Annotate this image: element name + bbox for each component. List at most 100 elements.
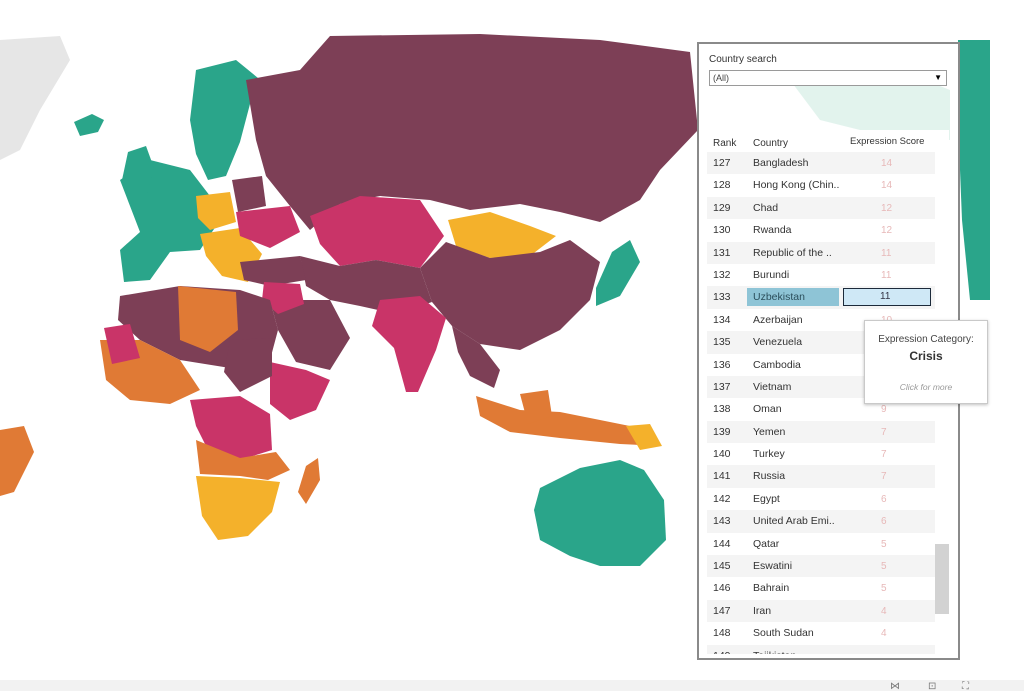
- row-score[interactable]: 11: [881, 247, 892, 259]
- table-row[interactable]: 129 Chad 12: [707, 196, 935, 220]
- table-row[interactable]: 140 Turkey 7: [707, 443, 935, 465]
- header-rank[interactable]: Rank: [713, 138, 737, 149]
- row-country[interactable]: Hong Kong (Chin..: [753, 179, 840, 192]
- table-row[interactable]: 128 Hong Kong (Chin.. 14: [707, 174, 935, 196]
- row-country[interactable]: Vietnam: [753, 380, 792, 393]
- row-country[interactable]: Uzbekistan: [747, 288, 839, 307]
- scrollbar-thumb[interactable]: [935, 544, 949, 614]
- region-ukraine[interactable]: [236, 206, 300, 248]
- header-country[interactable]: Country: [753, 138, 789, 149]
- row-country[interactable]: Bahrain: [753, 582, 790, 595]
- row-country[interactable]: Bangladesh: [753, 157, 809, 169]
- region-north-america[interactable]: [958, 40, 990, 300]
- category-tooltip[interactable]: Expression Category: Crisis Click for mo…: [864, 320, 988, 404]
- row-score[interactable]: 6: [881, 493, 887, 505]
- region-southern-africa[interactable]: [196, 476, 280, 540]
- row-country[interactable]: Azerbaijan: [753, 313, 803, 326]
- region-uk[interactable]: [122, 146, 154, 202]
- row-score[interactable]: 11: [843, 288, 931, 307]
- row-score[interactable]: 7: [881, 449, 887, 461]
- region-east-africa[interactable]: [270, 362, 330, 420]
- country-search-select[interactable]: (All) ▼: [709, 70, 947, 86]
- share-icon[interactable]: ⋈: [890, 681, 900, 692]
- region-australia[interactable]: [534, 460, 666, 566]
- table-row[interactable]: 141 Russia 7: [707, 465, 935, 488]
- row-country[interactable]: Republic of the ..: [753, 246, 832, 259]
- region-sahel[interactable]: [104, 324, 140, 364]
- row-score[interactable]: 6: [881, 516, 887, 528]
- table-row[interactable]: 142 Egypt 6: [707, 488, 935, 510]
- row-country[interactable]: Turkey: [753, 448, 785, 461]
- row-country[interactable]: Iran: [753, 604, 772, 617]
- region-japan[interactable]: [596, 240, 640, 306]
- region-levant[interactable]: [262, 282, 304, 314]
- table-row[interactable]: 149 Tajikistan: [707, 644, 935, 654]
- region-poland[interactable]: [196, 192, 236, 230]
- row-country[interactable]: Cambodia: [753, 358, 801, 371]
- region-mongolia[interactable]: [448, 212, 556, 258]
- table-row[interactable]: 143 United Arab Emi.. 6: [707, 510, 935, 533]
- region-arabia[interactable]: [270, 300, 350, 370]
- table-row[interactable]: 127 Bangladesh 14: [707, 152, 935, 175]
- region-scandinavia[interactable]: [190, 60, 258, 180]
- region-south-america[interactable]: [0, 426, 34, 496]
- row-country[interactable]: Burundi: [753, 268, 790, 281]
- region-indonesia[interactable]: [476, 396, 660, 446]
- row-score[interactable]: 5: [881, 583, 887, 595]
- region-india[interactable]: [372, 296, 446, 392]
- region-iceland[interactable]: [74, 114, 104, 136]
- region-southern-africa-upper[interactable]: [196, 440, 290, 480]
- row-score[interactable]: 4: [881, 605, 887, 617]
- row-score[interactable]: 12: [881, 202, 893, 214]
- row-country[interactable]: South Sudan: [753, 627, 814, 640]
- tooltip-hint[interactable]: Click for more: [899, 382, 953, 392]
- region-algeria[interactable]: [178, 286, 238, 352]
- row-country[interactable]: Russia: [753, 470, 786, 483]
- region-central-africa[interactable]: [190, 396, 272, 460]
- table-row[interactable]: 139 Yemen 7: [707, 420, 935, 444]
- row-country[interactable]: Rwanda: [753, 224, 792, 237]
- fullscreen-icon[interactable]: ⛶: [962, 681, 969, 692]
- table-row[interactable]: 144 Qatar 5: [707, 533, 935, 555]
- chevron-down-icon[interactable]: ▼: [934, 73, 942, 82]
- world-map[interactable]: [0, 32, 990, 680]
- region-china[interactable]: [420, 240, 600, 350]
- row-country[interactable]: Qatar: [753, 537, 780, 550]
- row-country[interactable]: Venezuela: [753, 336, 803, 349]
- region-russia[interactable]: [246, 34, 698, 230]
- region-kazakhstan[interactable]: [310, 196, 444, 268]
- region-southeast-asia[interactable]: [452, 326, 500, 388]
- row-score[interactable]: 7: [881, 426, 887, 438]
- row-score[interactable]: 4: [881, 628, 887, 640]
- world-map-svg[interactable]: [0, 32, 990, 680]
- row-country[interactable]: Oman: [753, 403, 782, 416]
- row-score[interactable]: 11: [881, 269, 892, 281]
- row-country[interactable]: United Arab Emi..: [753, 515, 835, 528]
- region-turkey[interactable]: [240, 256, 306, 286]
- table-row[interactable]: 148 South Sudan 4: [707, 622, 935, 644]
- region-belarus[interactable]: [232, 176, 266, 212]
- table-row[interactable]: 133 Uzbekistan 11: [707, 286, 935, 309]
- row-score[interactable]: 14: [881, 158, 893, 169]
- row-score[interactable]: 5: [881, 538, 887, 550]
- region-sudan[interactable]: [224, 338, 272, 392]
- row-country[interactable]: Yemen: [753, 425, 786, 438]
- row-score[interactable]: 14: [881, 180, 893, 192]
- table-row[interactable]: 138 Oman 9: [707, 398, 935, 420]
- table-row[interactable]: 146 Bahrain 5: [707, 577, 935, 599]
- table-row[interactable]: 131 Republic of the .. 11: [707, 241, 935, 264]
- row-score[interactable]: 12: [881, 225, 893, 237]
- row-score[interactable]: 5: [881, 561, 887, 573]
- row-country[interactable]: Egypt: [753, 492, 780, 505]
- row-score[interactable]: 7: [881, 471, 887, 483]
- row-country[interactable]: Eswatini: [753, 560, 793, 573]
- region-borneo[interactable]: [520, 390, 552, 424]
- region-greenland[interactable]: [0, 36, 70, 160]
- row-score[interactable]: 9: [881, 404, 887, 416]
- region-madagascar[interactable]: [298, 458, 320, 504]
- table-row[interactable]: 147 Iran 4: [707, 599, 935, 623]
- download-icon[interactable]: ⊡: [928, 681, 937, 692]
- header-expression-score[interactable]: Expression Score: [850, 136, 925, 147]
- table-row[interactable]: 145 Eswatini 5: [707, 555, 935, 578]
- table-row[interactable]: 132 Burundi 11: [707, 264, 935, 286]
